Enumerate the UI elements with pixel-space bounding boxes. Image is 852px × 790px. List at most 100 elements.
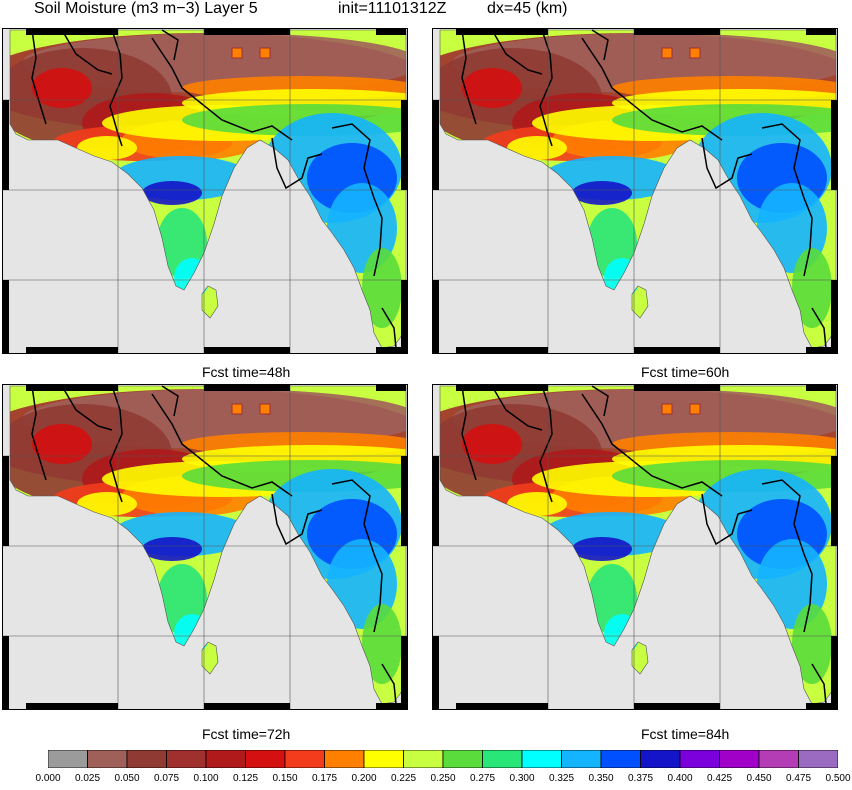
colorbar-swatch [442, 749, 483, 769]
colorbar-swatch [324, 749, 365, 769]
colorbar-swatch [521, 749, 562, 769]
frame-tick-left [2, 636, 9, 710]
colorbar-tick-label: 0.025 [74, 773, 101, 784]
frame-tick-left [432, 280, 439, 354]
country-border [761, 123, 813, 277]
frame-tick-bottom [634, 347, 720, 354]
frame-tick-top [634, 28, 720, 35]
frame-tick-left [432, 456, 439, 546]
frame-tick-top [376, 28, 406, 35]
frame-tick-right [401, 636, 408, 710]
frame-tick-bottom [376, 347, 406, 354]
colorbar-tick-label: 0.200 [351, 773, 377, 784]
frame-tick-bottom [634, 703, 720, 710]
frame-tick-right [831, 636, 838, 710]
frame-tick-left [2, 100, 9, 190]
panel-caption-1: Fcst time=48h [202, 364, 291, 380]
panel-caption-2: Fcst time=60h [641, 364, 730, 380]
colorbar-swatch [47, 749, 88, 769]
country-border [491, 29, 543, 75]
colorbar-tick-label: 0.400 [667, 773, 693, 784]
coastline-sri-lanka [201, 641, 219, 675]
title-init: init=11101312Z [338, 0, 447, 17]
frame-tick-bottom [806, 703, 836, 710]
frame-tick-right [831, 100, 838, 190]
frame-tick-bottom [376, 703, 406, 710]
colorbar-tick-label: 0.150 [272, 773, 298, 784]
frame-tick-top [456, 28, 548, 35]
frame-tick-top [26, 28, 118, 35]
country-border [461, 385, 477, 481]
coastline-sri-lanka [631, 641, 649, 675]
coastline [439, 29, 837, 349]
frame-tick-bottom [26, 347, 118, 354]
map-panel-3 [2, 384, 408, 710]
country-border [109, 385, 123, 503]
frame-tick-bottom [204, 347, 290, 354]
coastline [9, 385, 407, 705]
frame-tick-bottom [204, 703, 290, 710]
frame-tick-bottom [26, 703, 118, 710]
figure-title: Soil Moisture (m3 m−3) Layer 5 init=1110… [0, 0, 852, 20]
colorbar-swatch [126, 749, 167, 769]
country-border [109, 29, 123, 147]
country-border [61, 29, 113, 75]
country-border [461, 29, 477, 125]
colorbar [47, 749, 839, 769]
country-border [331, 479, 383, 633]
frame-tick-top [376, 384, 406, 391]
colorbar-swatch [561, 749, 602, 769]
colorbar-tick-label: 0.000 [35, 773, 61, 784]
colorbar-swatch [205, 749, 246, 769]
colorbar-swatch [166, 749, 207, 769]
title-variable: Soil Moisture (m3 m−3) Layer 5 [34, 0, 258, 17]
frame-tick-top [456, 384, 548, 391]
colorbar-tick-label: 0.375 [627, 773, 654, 784]
country-border [161, 385, 179, 417]
colorbar-swatch [245, 749, 286, 769]
country-border [331, 123, 383, 277]
colorbar-tick-label: 0.350 [588, 773, 614, 784]
colorbar-swatch [284, 749, 325, 769]
colorbar-swatch [758, 749, 799, 769]
colorbar-swatch [719, 749, 760, 769]
colorbar-tick-label: 0.125 [232, 773, 259, 784]
country-border [581, 393, 723, 497]
frame-tick-top [204, 28, 290, 35]
map-panel-2 [432, 28, 838, 354]
country-border [491, 385, 543, 431]
frame-tick-left [2, 280, 9, 354]
coastline-sri-lanka [201, 285, 219, 319]
panel-caption-3: Fcst time=72h [202, 726, 291, 742]
colorbar-labels: 0.000 0.025 0.050 0.075 0.100 0.125 0.150 0.175… [0, 773, 852, 787]
frame-tick-bottom [456, 347, 548, 354]
country-border [61, 385, 113, 431]
frame-tick-top [26, 384, 118, 391]
colorbar-tick-label: 0.075 [153, 773, 180, 784]
colorbar-tick-label: 0.425 [706, 773, 733, 784]
colorbar-tick-label: 0.050 [114, 773, 140, 784]
frame-tick-left [432, 100, 439, 190]
frame-tick-top [204, 384, 290, 391]
country-border [161, 29, 179, 61]
colorbar-swatch [600, 749, 641, 769]
colorbar-swatch [798, 749, 839, 769]
country-border [811, 663, 827, 705]
colorbar-tick-label: 0.475 [785, 773, 812, 784]
country-border [761, 479, 813, 633]
colorbar-tick-label: 0.275 [469, 773, 496, 784]
country-border [381, 663, 397, 705]
country-border [591, 385, 609, 417]
colorbar-tick-label: 0.500 [825, 773, 851, 784]
country-border [539, 29, 553, 147]
coastline-sri-lanka [631, 285, 649, 319]
map-panel-1 [2, 28, 408, 354]
frame-tick-right [831, 280, 838, 354]
title-dx: dx=45 (km) [487, 0, 568, 17]
colorbar-swatch [482, 749, 523, 769]
frame-tick-top [634, 384, 720, 391]
country-border [151, 37, 293, 141]
country-border [31, 385, 47, 481]
colorbar-tick-label: 0.450 [746, 773, 772, 784]
colorbar-swatch [679, 749, 720, 769]
